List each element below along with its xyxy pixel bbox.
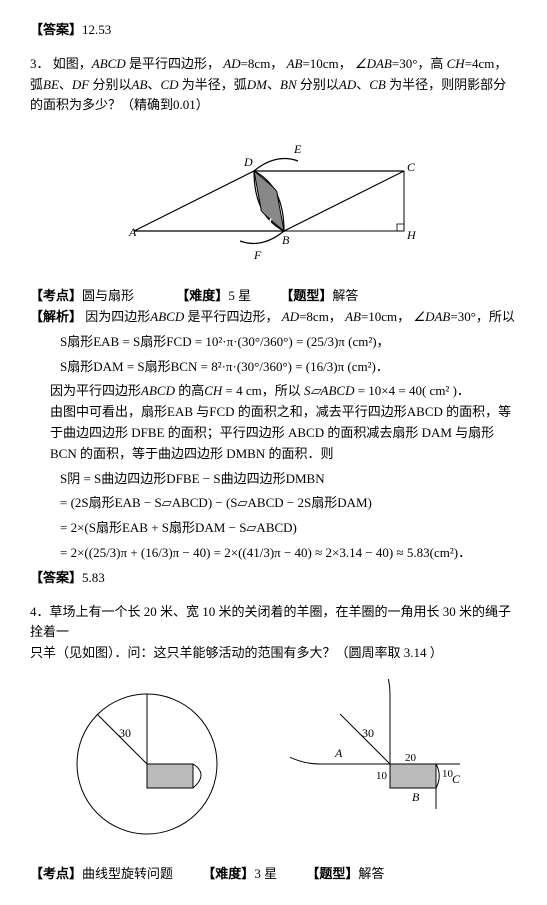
question-4: 4．草场上有一个长 20 米、宽 10 米的关闭着的羊圈，在羊圈的一角用长 30… [30,602,517,664]
answer-1: 【答案】12.53 [30,20,517,41]
svg-text:10: 10 [442,768,454,780]
ans1-label: 【答案】 [30,22,82,37]
svg-text:C: C [452,772,461,786]
svg-text:C: C [407,160,416,174]
svg-text:E: E [293,142,302,156]
formula-5: = 2×(S扇形EAB + S扇形DAM − S▱ABCD) [60,518,517,539]
svg-text:A: A [334,746,343,760]
formula-2: S扇形DAM = S扇形BCN = 8²·π·(30°/360°) = (16/… [60,357,517,378]
svg-text:M: M [261,215,273,229]
q3-num: 3． [30,56,50,71]
formula-6: = 2×((25/3)π + (16/3)π − 40) = 2×((41/3)… [60,543,517,564]
svg-text:F: F [253,248,262,262]
svg-text:A: A [128,225,137,239]
svg-text:D: D [243,155,253,169]
answer-2: 【答案】5.83 [30,568,517,589]
ans1-value: 12.53 [82,22,111,37]
figure-1: A B C D E F H M N [30,131,517,271]
question-3: 3． 如图，ABCD 是平行四边形， AD=8cm， AB=10cm， ∠DAB… [30,54,517,116]
svg-text:10: 10 [376,770,388,782]
q3-t1: 如图， [53,56,92,71]
svg-text:B: B [282,233,290,247]
analysis: 【解析】 因为四边形ABCD 是平行四边形， AD=8cm， AB=10cm， … [30,307,517,564]
svg-text:B: B [412,790,420,804]
formula-1: S扇形EAB = S扇形FCD = 10²·π·(30°/360°) = (25… [60,332,517,353]
tags-2: 【考点】曲线型旋转问题 【难度】3 星 【题型】解答 [30,864,517,885]
formula-3: S阴 = S曲边四边形DFBE − S曲边四边形DMBN [60,469,517,490]
figure-2: 30 30 A B C 10 10 20 [30,679,517,849]
svg-text:20: 20 [405,752,417,764]
tags-1: 【考点】圆与扇形 【难度】5 星 【题型】解答 [30,286,517,307]
formula-4: = (2S扇形EAB − S▱ABCD) − (S▱ABCD − 2S扇形DAM… [60,493,517,514]
svg-text:H: H [406,228,417,242]
svg-text:N: N [270,172,280,186]
